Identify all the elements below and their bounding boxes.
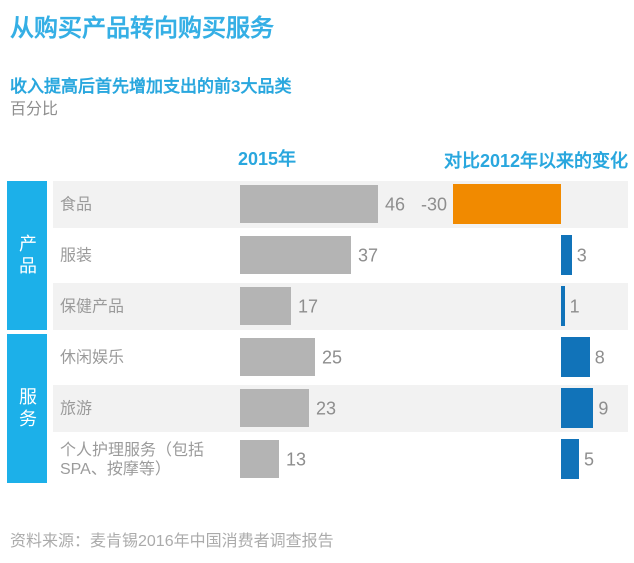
bar-2015 [240,287,291,325]
source-note: 资料来源：麦肯锡2016年中国消费者调查报告 [10,533,334,550]
column-header-change: 对比2012年以来的变化 [443,151,628,171]
value-change: 5 [584,449,595,469]
category-row: 个人护理服务（包括SPA、按摩等） 13 5 [53,436,628,483]
exhibit-title: 从购买产品转向购买服务 [10,15,274,42]
category-row: 保健产品 17 1 [53,283,628,330]
category-label: 保健产品 [60,298,125,315]
value-2015: 23 [316,398,337,418]
bar-2015 [240,338,315,376]
group-block-产品: 产品 [7,181,47,330]
category-label: 服装 [60,247,93,264]
value-2015: 17 [298,296,319,316]
category-row: 旅游 23 9 [53,385,628,432]
group-block-服务: 服务 [7,334,47,483]
bar-change [561,439,579,479]
value-2015: 13 [286,449,307,469]
value-2015: 46 [385,194,406,214]
category-label: 个人护理服务（包括SPA、按摩等） [60,441,205,478]
value-2015: 37 [358,245,379,265]
value-change: 9 [598,398,609,418]
column-header-2015: 2015年 [238,149,297,169]
unit-label: 百分比 [10,101,59,118]
category-row: 服装 37 3 [53,232,628,279]
bar-2015 [240,236,351,274]
group-label: 产品 [17,233,37,278]
value-change: 8 [594,347,605,367]
category-label: 休闲娱乐 [60,349,125,366]
bar-2015 [240,389,309,427]
bar-change [561,337,590,377]
value-2015: 25 [322,347,343,367]
category-row: 休闲娱乐 25 8 [53,334,628,381]
chart-subtitle: 收入提高后首先增加支出的前3大品类 [10,77,292,96]
category-label: 食品 [60,196,93,213]
bar-2015 [240,185,378,223]
value-change: 1 [569,296,580,316]
group-label: 服务 [17,386,37,431]
bar-change [453,184,561,224]
category-label: 旅游 [60,400,93,417]
bar-change [561,286,565,326]
bar-2015 [240,440,279,478]
bar-change [561,388,594,428]
value-change: 3 [576,245,587,265]
value-change: -30 [420,194,447,214]
category-row: 食品 46 -30 [53,181,628,228]
bar-change [561,235,572,275]
